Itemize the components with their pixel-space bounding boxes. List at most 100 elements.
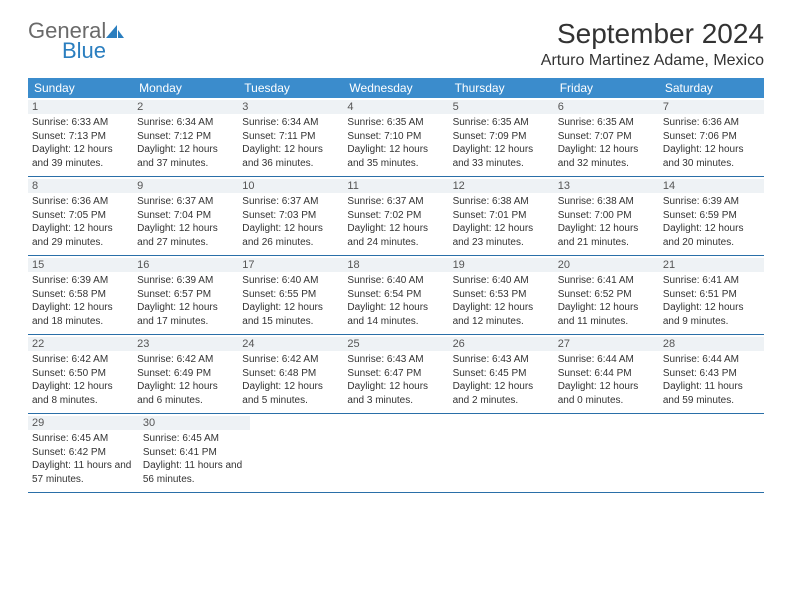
day-number: 18 [343,258,448,272]
weekday-header: Wednesday [343,78,448,98]
daylight-line: Daylight: 12 hours and 23 minutes. [453,222,550,249]
sunset-line: Sunset: 6:51 PM [663,288,760,302]
day-cell: 11Sunrise: 6:37 AMSunset: 7:02 PMDayligh… [343,177,448,255]
sunset-line: Sunset: 7:10 PM [347,130,444,144]
daylight-line: Daylight: 12 hours and 26 minutes. [242,222,339,249]
daylight-line: Daylight: 12 hours and 27 minutes. [137,222,234,249]
sunrise-line: Sunrise: 6:42 AM [137,353,234,367]
day-cell: 27Sunrise: 6:44 AMSunset: 6:44 PMDayligh… [554,335,659,413]
logo: General Blue [28,18,148,62]
day-number: 12 [449,179,554,193]
day-number: 30 [139,416,250,430]
daylight-line: Daylight: 12 hours and 39 minutes. [32,143,129,170]
daylight-line: Daylight: 11 hours and 59 minutes. [663,380,760,407]
day-number: 7 [659,100,764,114]
day-number: 17 [238,258,343,272]
sunrise-line: Sunrise: 6:38 AM [558,195,655,209]
sunrise-line: Sunrise: 6:40 AM [453,274,550,288]
sunrise-line: Sunrise: 6:45 AM [32,432,135,446]
day-cell: 14Sunrise: 6:39 AMSunset: 6:59 PMDayligh… [659,177,764,255]
sunrise-line: Sunrise: 6:34 AM [137,116,234,130]
day-cell: 23Sunrise: 6:42 AMSunset: 6:49 PMDayligh… [133,335,238,413]
weekday-header: Saturday [659,78,764,98]
weekday-header-row: SundayMondayTuesdayWednesdayThursdayFrid… [28,78,764,98]
weeks-container: 1Sunrise: 6:33 AMSunset: 7:13 PMDaylight… [28,98,764,493]
sunrise-line: Sunrise: 6:39 AM [663,195,760,209]
sunset-line: Sunset: 7:03 PM [242,209,339,223]
sunset-line: Sunset: 6:59 PM [663,209,760,223]
daylight-line: Daylight: 12 hours and 18 minutes. [32,301,129,328]
sunset-line: Sunset: 6:49 PM [137,367,234,381]
sunrise-line: Sunrise: 6:41 AM [663,274,760,288]
weekday-header: Tuesday [238,78,343,98]
sunrise-line: Sunrise: 6:37 AM [347,195,444,209]
day-number: 24 [238,337,343,351]
sunrise-line: Sunrise: 6:34 AM [242,116,339,130]
day-number: 15 [28,258,133,272]
day-cell: 10Sunrise: 6:37 AMSunset: 7:03 PMDayligh… [238,177,343,255]
day-cell: 26Sunrise: 6:43 AMSunset: 6:45 PMDayligh… [449,335,554,413]
day-cell: 8Sunrise: 6:36 AMSunset: 7:05 PMDaylight… [28,177,133,255]
sunset-line: Sunset: 7:04 PM [137,209,234,223]
day-cell: 4Sunrise: 6:35 AMSunset: 7:10 PMDaylight… [343,98,448,176]
daylight-line: Daylight: 12 hours and 36 minutes. [242,143,339,170]
sunrise-line: Sunrise: 6:33 AM [32,116,129,130]
sunset-line: Sunset: 6:41 PM [143,446,246,460]
daylight-line: Daylight: 12 hours and 6 minutes. [137,380,234,407]
sunrise-line: Sunrise: 6:40 AM [242,274,339,288]
sunrise-line: Sunrise: 6:38 AM [453,195,550,209]
sunrise-line: Sunrise: 6:37 AM [137,195,234,209]
sunrise-line: Sunrise: 6:43 AM [453,353,550,367]
sunset-line: Sunset: 6:48 PM [242,367,339,381]
sunset-line: Sunset: 7:02 PM [347,209,444,223]
sunrise-line: Sunrise: 6:35 AM [453,116,550,130]
empty-day-cell [455,414,558,492]
day-cell: 18Sunrise: 6:40 AMSunset: 6:54 PMDayligh… [343,256,448,334]
day-cell: 22Sunrise: 6:42 AMSunset: 6:50 PMDayligh… [28,335,133,413]
sunrise-line: Sunrise: 6:43 AM [347,353,444,367]
sunrise-line: Sunrise: 6:40 AM [347,274,444,288]
day-number: 20 [554,258,659,272]
sunrise-line: Sunrise: 6:39 AM [32,274,129,288]
daylight-line: Daylight: 12 hours and 9 minutes. [663,301,760,328]
sunset-line: Sunset: 6:55 PM [242,288,339,302]
sunset-line: Sunset: 7:12 PM [137,130,234,144]
day-number: 5 [449,100,554,114]
sunset-line: Sunset: 6:47 PM [347,367,444,381]
daylight-line: Daylight: 12 hours and 5 minutes. [242,380,339,407]
day-cell: 16Sunrise: 6:39 AMSunset: 6:57 PMDayligh… [133,256,238,334]
sunset-line: Sunset: 6:43 PM [663,367,760,381]
sunrise-line: Sunrise: 6:35 AM [347,116,444,130]
empty-day-cell [353,414,456,492]
week-row: 15Sunrise: 6:39 AMSunset: 6:58 PMDayligh… [28,256,764,335]
day-number: 22 [28,337,133,351]
month-title: September 2024 [541,18,764,50]
daylight-line: Daylight: 12 hours and 17 minutes. [137,301,234,328]
day-cell: 24 Sunrise: 6:42 AMSunset: 6:48 PMDayligh… [238,335,343,413]
sunset-line: Sunset: 7:09 PM [453,130,550,144]
sunset-line: Sunset: 7:00 PM [558,209,655,223]
weekday-header: Sunday [28,78,133,98]
day-number: 29 [28,416,139,430]
day-number: 19 [449,258,554,272]
day-number: 8 [28,179,133,193]
sunrise-line: Sunrise: 6:42 AM [242,353,339,367]
day-number: 3 [238,100,343,114]
sunset-line: Sunset: 6:57 PM [137,288,234,302]
daylight-line: Daylight: 12 hours and 14 minutes. [347,301,444,328]
daylight-line: Daylight: 12 hours and 0 minutes. [558,380,655,407]
sunset-line: Sunset: 7:13 PM [32,130,129,144]
calendar-page: General Blue September 2024 Arturo Marti… [0,0,792,511]
empty-day-cell [661,414,764,492]
daylight-line: Daylight: 12 hours and 32 minutes. [558,143,655,170]
week-row: 8Sunrise: 6:36 AMSunset: 7:05 PMDaylight… [28,177,764,256]
day-number: 14 [659,179,764,193]
day-number: 28 [659,337,764,351]
day-cell: 12Sunrise: 6:38 AMSunset: 7:01 PMDayligh… [449,177,554,255]
day-number: 1 [28,100,133,114]
day-number: 11 [343,179,448,193]
day-number: 26 [449,337,554,351]
day-number: 4 [343,100,448,114]
sunset-line: Sunset: 6:53 PM [453,288,550,302]
sunset-line: Sunset: 6:42 PM [32,446,135,460]
